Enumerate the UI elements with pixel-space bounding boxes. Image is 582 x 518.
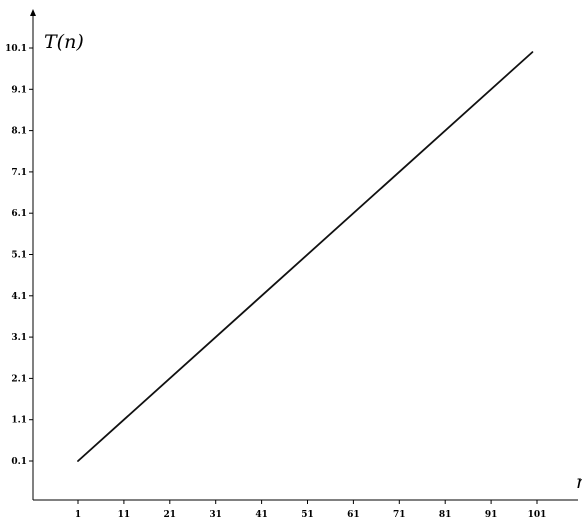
axes-group [30, 9, 578, 501]
x-tick-label: 21 [164, 510, 177, 518]
x-tick-label: 71 [393, 510, 406, 518]
y-tick-label: 6.1 [11, 209, 27, 219]
x-tick-label: 81 [439, 510, 452, 518]
y-tick-label: 7.1 [11, 168, 27, 178]
y-tick-label: 1.1 [11, 416, 27, 426]
x-tick-label: 31 [209, 510, 222, 518]
y-axis-label: T(n) [44, 31, 84, 53]
x-tick-label: 61 [347, 510, 360, 518]
labels-group: T(n) n [44, 31, 582, 493]
x-tick-label: 1 [75, 510, 81, 518]
y-axis-arrow-icon [30, 9, 36, 16]
series-line [77, 51, 534, 462]
y-tick-label: 0.1 [11, 457, 27, 467]
y-tick-label: 4.1 [11, 292, 27, 302]
x-tick-label: 41 [255, 510, 268, 518]
y-tick-label: 5.1 [11, 251, 27, 261]
series-group [77, 51, 534, 462]
x-tick-label: 91 [485, 510, 498, 518]
y-tick-label: 2.1 [11, 374, 27, 384]
y-tick-label: 3.1 [11, 333, 27, 343]
y-tick-label: 9.1 [11, 85, 27, 95]
y-tick-label: 8.1 [11, 127, 27, 137]
ticks-group: 1 11 21 31 41 51 61 71 81 91 1010.11.12.13.14.15.1… [5, 44, 546, 518]
x-tick-label: 101 [528, 510, 547, 518]
x-tick-label: 51 [301, 510, 314, 518]
x-tick-label: 11 [118, 510, 131, 518]
x-axis-label: n [576, 471, 582, 493]
y-tick-label: 10.1 [5, 44, 27, 54]
